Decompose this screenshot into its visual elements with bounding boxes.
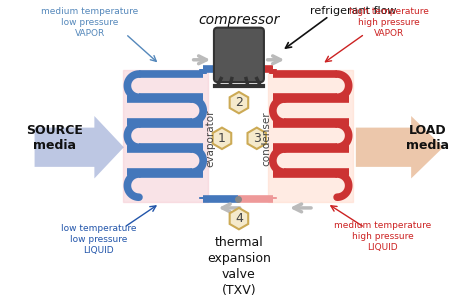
Text: compressor: compressor	[198, 13, 280, 27]
Text: high temperature
high pressure
VAPOR: high temperature high pressure VAPOR	[349, 7, 429, 38]
Text: refrigerant flow: refrigerant flow	[310, 6, 396, 16]
Text: medium temperature
low pressure
VAPOR: medium temperature low pressure VAPOR	[41, 7, 138, 38]
Text: medium temperature
high pressure
LIQUID: medium temperature high pressure LIQUID	[334, 221, 431, 252]
Text: evaporator: evaporator	[205, 110, 215, 167]
Polygon shape	[35, 116, 124, 178]
Text: low temperature
low pressure
LIQUID: low temperature low pressure LIQUID	[61, 223, 137, 255]
Text: 2: 2	[235, 96, 243, 109]
Bar	[268, 69, 353, 202]
Polygon shape	[230, 92, 248, 113]
Bar	[123, 69, 208, 202]
Text: thermal
expansion
valve
(TXV): thermal expansion valve (TXV)	[207, 236, 271, 297]
Text: 1: 1	[218, 132, 226, 145]
Polygon shape	[213, 128, 231, 149]
Text: SOURCE
media: SOURCE media	[26, 124, 82, 152]
Text: 3: 3	[253, 132, 261, 145]
Polygon shape	[356, 116, 443, 178]
FancyBboxPatch shape	[214, 28, 264, 82]
Polygon shape	[247, 128, 266, 149]
Polygon shape	[230, 208, 248, 229]
Text: 4: 4	[235, 212, 243, 225]
Text: condenser: condenser	[262, 111, 272, 165]
Text: LOAD
media: LOAD media	[406, 124, 449, 152]
